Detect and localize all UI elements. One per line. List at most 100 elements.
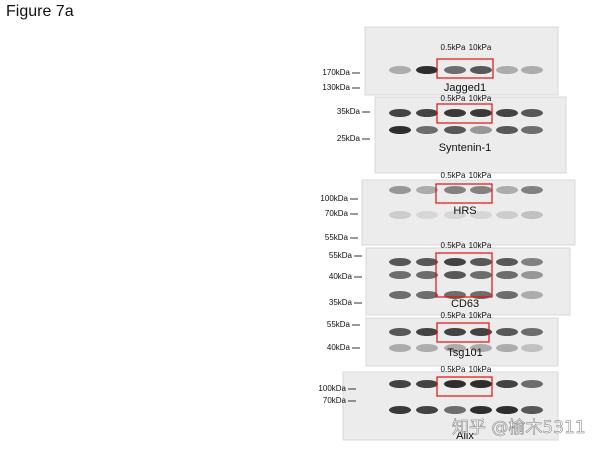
band — [416, 271, 438, 279]
band — [389, 211, 411, 219]
band — [496, 109, 518, 117]
band — [416, 380, 438, 388]
highlight-box — [435, 252, 493, 298]
band — [521, 211, 543, 219]
protein-label: HRS — [453, 205, 476, 217]
band — [521, 66, 543, 74]
band — [416, 109, 438, 117]
band — [416, 66, 438, 74]
watermark: 知乎 @榆木5311 — [452, 418, 586, 438]
highlight-box — [436, 322, 490, 343]
band — [496, 258, 518, 266]
band — [444, 211, 466, 219]
marker-label: 70kDa — [325, 209, 349, 218]
condition-label: 10kPa — [469, 43, 492, 52]
band — [389, 186, 411, 194]
band — [416, 344, 438, 352]
marker-label: 70kDa — [323, 396, 347, 405]
highlight-box — [436, 376, 493, 397]
band — [416, 406, 438, 414]
band — [496, 406, 518, 414]
band — [389, 406, 411, 414]
band — [444, 271, 466, 279]
band — [521, 328, 543, 336]
condition-label: 10kPa — [469, 171, 492, 180]
band — [470, 258, 492, 266]
band — [416, 328, 438, 336]
band — [521, 291, 543, 299]
band — [521, 186, 543, 194]
band — [416, 186, 438, 194]
band — [470, 186, 492, 194]
marker-label: 55kDa — [327, 320, 351, 329]
protein-label: Syntenin-1 — [439, 142, 492, 154]
blot — [374, 96, 567, 174]
band — [521, 258, 543, 266]
band — [496, 271, 518, 279]
band — [444, 344, 466, 352]
marker-label: 100kDa — [320, 194, 348, 203]
highlight-box — [436, 103, 493, 124]
marker-label: 25kDa — [337, 134, 361, 143]
band — [521, 271, 543, 279]
band — [521, 344, 543, 352]
band — [444, 109, 466, 117]
band — [444, 66, 466, 74]
band — [496, 211, 518, 219]
band — [470, 126, 492, 134]
marker-label: 170kDa — [322, 68, 350, 77]
marker-label: 55kDa — [329, 251, 353, 260]
band — [389, 380, 411, 388]
condition-label: 10kPa — [469, 311, 492, 320]
band — [521, 406, 543, 414]
figure-title: Figure 7a — [6, 3, 74, 20]
highlight-box — [436, 58, 494, 79]
protein-label: CD63 — [451, 298, 479, 310]
band — [389, 328, 411, 336]
band — [470, 344, 492, 352]
marker-label: 130kDa — [322, 83, 350, 92]
band — [496, 328, 518, 336]
band — [444, 328, 466, 336]
band — [521, 126, 543, 134]
marker-label: 55kDa — [325, 233, 349, 242]
condition-label: 0.5kPa — [441, 94, 466, 103]
band — [521, 380, 543, 388]
band — [496, 291, 518, 299]
band — [444, 380, 466, 388]
band — [389, 258, 411, 266]
band — [416, 258, 438, 266]
band — [389, 344, 411, 352]
condition-label: 0.5kPa — [441, 365, 466, 374]
band — [444, 126, 466, 134]
band — [470, 271, 492, 279]
band — [496, 344, 518, 352]
band — [389, 271, 411, 279]
band — [416, 211, 438, 219]
band — [470, 66, 492, 74]
band — [444, 258, 466, 266]
band — [389, 291, 411, 299]
condition-label: 10kPa — [469, 94, 492, 103]
protein-label: Jagged1 — [444, 82, 486, 94]
blot — [364, 26, 559, 96]
condition-label: 0.5kPa — [441, 43, 466, 52]
band — [496, 66, 518, 74]
band — [470, 328, 492, 336]
marker-label: 35kDa — [337, 107, 361, 116]
condition-label: 10kPa — [469, 365, 492, 374]
band — [496, 186, 518, 194]
band — [521, 109, 543, 117]
marker-label: 35kDa — [329, 298, 353, 307]
band — [470, 211, 492, 219]
condition-label: 0.5kPa — [441, 311, 466, 320]
marker-label: 40kDa — [327, 343, 351, 352]
condition-label: 0.5kPa — [441, 171, 466, 180]
band — [416, 291, 438, 299]
condition-label: 10kPa — [469, 241, 492, 250]
protein-label: Tsg101 — [447, 347, 482, 359]
band — [496, 126, 518, 134]
band — [389, 126, 411, 134]
marker-label: 40kDa — [329, 272, 353, 281]
